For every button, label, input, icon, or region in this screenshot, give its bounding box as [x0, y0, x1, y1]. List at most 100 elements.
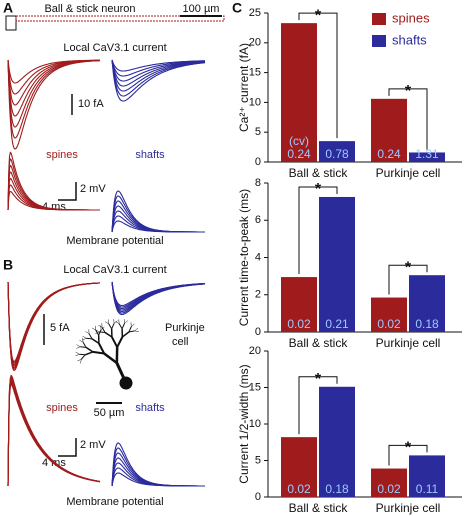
- dendrite: [85, 346, 94, 353]
- dendrite: [124, 320, 128, 324]
- panel-label: A: [3, 0, 13, 16]
- morphology-label: Purkinje: [165, 322, 205, 334]
- bar: [409, 152, 445, 162]
- trace: [111, 59, 206, 102]
- y-axis-label: Current time-to-peak (ms): [237, 189, 251, 326]
- bar: [319, 196, 355, 332]
- cv-header: (cv): [289, 134, 309, 148]
- dendrite: [84, 351, 94, 356]
- dendrite: [88, 333, 93, 340]
- significance-mark: *: [405, 259, 412, 276]
- bar: [409, 275, 445, 332]
- trace: [111, 59, 206, 97]
- bar: [409, 455, 445, 497]
- shafts-label: shafts: [135, 149, 165, 161]
- significance-mark: *: [315, 371, 322, 388]
- dendrite: [104, 321, 109, 324]
- dendrite: [118, 323, 123, 330]
- y-axis-label: Ca²⁺ current (fA): [237, 43, 251, 132]
- shafts-label: shafts: [135, 402, 165, 414]
- trace: [7, 59, 100, 150]
- dendrite: [77, 359, 82, 362]
- cv-label: 0.24: [377, 147, 401, 161]
- cv-label: 1.31: [415, 147, 439, 161]
- scale-label: 2 mV: [80, 439, 106, 451]
- dendrite: [116, 336, 124, 348]
- dendrite: [15, 15, 225, 22]
- significance-mark: *: [405, 83, 412, 100]
- dendrite: [80, 354, 86, 360]
- cv-label: 0.78: [325, 147, 349, 161]
- significance-mark: *: [315, 7, 322, 24]
- bar: [281, 437, 317, 497]
- dendrite: [113, 320, 118, 324]
- bar: [371, 297, 407, 332]
- trace: [7, 376, 101, 487]
- dendrite: [128, 330, 135, 333]
- dendrite: [85, 331, 90, 334]
- dendrite: [115, 321, 120, 324]
- bar: [319, 141, 355, 162]
- dendrite: [134, 327, 139, 332]
- y-tick-label: 6: [255, 214, 261, 226]
- dendrite: [92, 350, 105, 355]
- legend-swatch: [372, 13, 386, 25]
- dendrite: [82, 338, 87, 341]
- dendrite: [108, 323, 113, 330]
- dendrite: [98, 342, 106, 354]
- cv-label: 0.02: [377, 482, 401, 496]
- trace-title: Local CaV3.1 current: [63, 264, 166, 276]
- soma: [5, 15, 17, 31]
- y-tick-label: 15: [249, 381, 261, 393]
- trace: [111, 442, 205, 487]
- bar: [281, 277, 317, 332]
- cv-label: 0.18: [415, 317, 439, 331]
- dendrite: [103, 352, 118, 364]
- dendrite: [79, 353, 86, 356]
- schematic-title: Ball & stick neuron: [44, 3, 135, 15]
- scale-label: 100 µm: [183, 3, 220, 15]
- trace: [7, 281, 100, 372]
- trace: [111, 190, 205, 233]
- legend-swatch: [372, 35, 386, 47]
- scale-label: 10 fA: [78, 98, 104, 110]
- trace: [7, 377, 101, 487]
- x-tick-label: Purkinje cell: [376, 501, 441, 515]
- scale-label: 50 µm: [94, 407, 125, 419]
- y-tick-label: 4: [255, 251, 261, 263]
- y-tick-label: 20: [249, 37, 261, 49]
- x-tick-label: Purkinje cell: [376, 336, 441, 350]
- scale-label: 5 fA: [50, 322, 70, 334]
- trace: [111, 281, 205, 316]
- dendrite: [76, 344, 81, 348]
- dendrite: [86, 337, 93, 340]
- trace: [111, 59, 206, 87]
- dendrite: [131, 323, 135, 327]
- trace-title: Membrane potential: [66, 496, 163, 508]
- y-tick-label: 0: [255, 491, 261, 503]
- y-axis-label: Current 1/2-width (ms): [237, 364, 251, 483]
- cv-label: 0.02: [287, 482, 311, 496]
- y-tick-label: 5: [255, 126, 261, 138]
- trace: [7, 382, 101, 487]
- spines-label: spines: [46, 402, 78, 414]
- cv-label: 0.02: [287, 317, 311, 331]
- trace: [7, 379, 101, 487]
- dendrite: [104, 331, 113, 338]
- legend-label: shafts: [392, 32, 427, 47]
- trace: [111, 59, 205, 82]
- trace: [7, 374, 101, 487]
- y-tick-label: 5: [255, 454, 261, 466]
- dendrite: [121, 331, 130, 338]
- dendrite: [82, 341, 87, 348]
- significance-mark: *: [405, 440, 412, 457]
- y-tick-label: 0: [255, 156, 261, 168]
- dendrite: [115, 362, 128, 384]
- significance-bracket: [388, 444, 428, 466]
- bar: [319, 386, 355, 497]
- x-tick-label: Ball & stick: [289, 501, 349, 515]
- dendrite: [98, 324, 103, 328]
- dendrite: [75, 354, 80, 357]
